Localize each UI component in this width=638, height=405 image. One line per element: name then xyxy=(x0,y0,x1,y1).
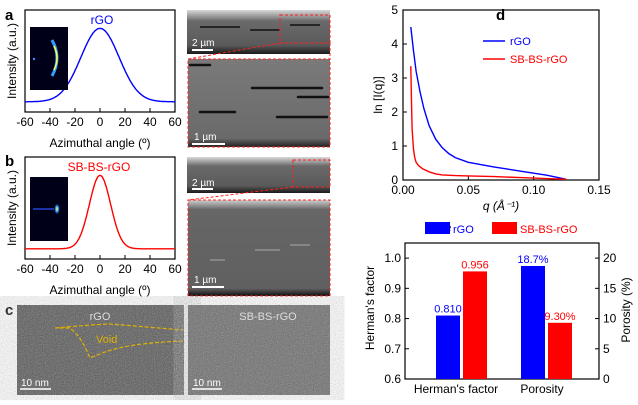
y-tick-label: 5 xyxy=(391,3,398,17)
panel-label-c: c xyxy=(5,302,13,319)
xlabel-b: Azimuthal angle (º) xyxy=(49,283,150,297)
scale-bar-c-right: 10 nm xyxy=(193,378,221,389)
x-tick-label: 0.15 xyxy=(587,183,611,197)
x-tick-label: 0.10 xyxy=(522,183,546,197)
series-title-b: SB-BS-rGO xyxy=(68,160,131,174)
x-tick-label: -20 xyxy=(66,115,84,129)
y-tick-label: 0 xyxy=(391,173,398,187)
x-tick-label: -40 xyxy=(41,262,59,276)
tem-title-rGO: rGO xyxy=(90,311,111,323)
y-tick-label: 0.6 xyxy=(384,372,401,386)
curve-SB-BS-rGO xyxy=(410,66,567,180)
x-tick-label: 40 xyxy=(143,115,157,129)
sem-zoom-rGO: 1 µm xyxy=(187,58,331,148)
ylabel-b: Intensity (a.u.) xyxy=(5,170,19,246)
sem-zoom-SB-BS-rGO: 1 µm xyxy=(187,199,331,297)
y2-tick-label: 5 xyxy=(603,342,610,356)
plot-d: 0.00 0.05 0.10 0.15 0 1 2 3 4 5 rGO SB-BS-rGO ln … xyxy=(371,3,611,213)
y2-tick-label: 0 xyxy=(603,372,610,386)
x-tick-label: 20 xyxy=(118,115,132,129)
saxs-pattern-inset-a xyxy=(30,27,68,90)
panel-label-b: b xyxy=(5,153,14,170)
x-tick-label: 20 xyxy=(118,262,132,276)
y-tick-label: 1.0 xyxy=(384,251,401,265)
y2-tick-label: 10 xyxy=(603,312,617,326)
y2-tick-label: 20 xyxy=(603,251,617,265)
scale-bar-a-top: 2 µm xyxy=(192,38,214,49)
ylabel-d: ln [I(q)] xyxy=(371,76,385,113)
plot-e: rGO SB-BS-rGO 0.6 0.7 0.8 0.9 1.0 0 5 10 15 20 0.… xyxy=(363,222,633,396)
y-tick-label: 0.9 xyxy=(384,281,401,295)
tem-image-rGO: rGO Void 10 nm xyxy=(17,305,184,395)
y-tick-label: 0.7 xyxy=(384,342,401,356)
void-outline xyxy=(54,323,184,359)
bar-value-label: 0.810 xyxy=(434,304,462,316)
y-tick-label: 3 xyxy=(391,71,398,85)
curve-rGO xyxy=(25,27,175,103)
x-tick-label: 40 xyxy=(143,262,157,276)
legend-d: rGO SB-BS-rGO xyxy=(483,36,568,66)
ylabel-e: Herman's factor xyxy=(363,266,377,350)
x-tick-label: 60 xyxy=(168,262,182,276)
y2label-e: Porosity (%) xyxy=(619,277,633,342)
category-label: Herman's factor xyxy=(414,382,498,396)
series-title-a: rGO xyxy=(91,13,114,27)
sem-image-SB-BS-rGO: 2 µm xyxy=(187,157,331,201)
plot-a: -60 -40 -20 0 20 40 60 rGO Intensity (a.u.) Az… xyxy=(5,9,182,150)
bar-SB-BS-rGO xyxy=(463,271,487,379)
x-tick-label: 0 xyxy=(97,262,104,276)
x-tick-label: -20 xyxy=(66,262,84,276)
legend-rGO: rGO xyxy=(453,224,474,236)
x-tick-label: -60 xyxy=(16,262,34,276)
legend-SB-BS-rGO: SB-BS-rGO xyxy=(520,224,578,236)
tem-image-SB-BS-rGO: SB-BS-rGO 10 nm xyxy=(188,305,330,395)
ylabel-a: Intensity (a.u.) xyxy=(5,23,19,99)
bar-SB-BS-rGO xyxy=(548,322,572,379)
panel-label-a: a xyxy=(5,7,14,24)
x-tick-label: -40 xyxy=(41,115,59,129)
saxs-pattern-inset-b xyxy=(30,177,68,241)
x-tick-label: 0.00 xyxy=(391,183,415,197)
bar-value-label: 18.7% xyxy=(517,254,548,266)
curve-SB-BS-rGO xyxy=(25,174,175,250)
y-tick-label: 4 xyxy=(391,37,398,51)
y-tick-label: 1 xyxy=(391,139,398,153)
scale-bar-c-left: 10 nm xyxy=(21,378,49,389)
x-tick-label: 60 xyxy=(168,115,182,129)
curve-rGO xyxy=(410,26,567,180)
panel-label-d: d xyxy=(496,7,505,24)
x-tick-label: 0 xyxy=(97,115,104,129)
tem-title-SB-BS-rGO: SB-BS-rGO xyxy=(239,311,297,323)
y-tick-label: 0.8 xyxy=(384,312,401,326)
bar-rGO xyxy=(436,315,460,379)
sem-image-rGO: 2 µm xyxy=(187,10,331,60)
x-tick-label: -60 xyxy=(16,115,34,129)
xlabel-d: q (Å⁻¹) xyxy=(483,198,519,213)
bar-value-label: 0.956 xyxy=(461,259,489,271)
category-label: Porosity xyxy=(520,382,563,396)
xlabel-a: Azimuthal angle (º) xyxy=(49,136,150,150)
x-tick-label: 0.05 xyxy=(457,183,481,197)
y-tick-label: 2 xyxy=(391,105,398,119)
legend-SB-BS-rGO: SB-BS-rGO xyxy=(510,54,568,66)
bar-value-label: 9.30% xyxy=(544,311,575,323)
scale-bar-b-zoom: 1 µm xyxy=(194,275,216,286)
scale-bar-b-top: 2 µm xyxy=(192,178,214,189)
y2-tick-label: 15 xyxy=(603,281,617,295)
plot-b: -60 -40 -20 0 20 40 60 SB-BS-rGO Intensity (a.… xyxy=(5,156,182,297)
void-label: Void xyxy=(96,334,117,346)
legend-e: rGO SB-BS-rGO xyxy=(425,222,578,236)
legend-rGO: rGO xyxy=(510,36,531,48)
scale-bar-a-zoom: 1 µm xyxy=(194,132,216,143)
bar-rGO xyxy=(521,265,545,379)
